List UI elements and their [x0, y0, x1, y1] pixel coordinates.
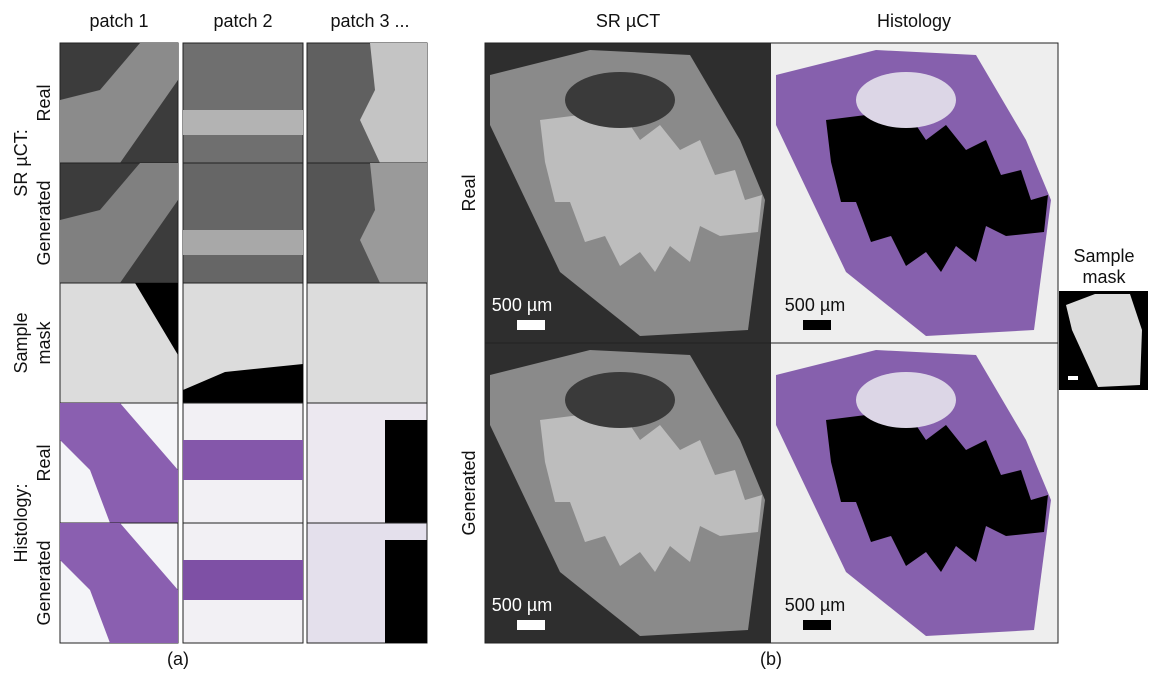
- scale-bar-label: 500 µm: [492, 595, 552, 615]
- caption: (b): [760, 649, 782, 669]
- column-header: patch 1: [89, 11, 148, 31]
- row-label: Real: [34, 444, 54, 481]
- scale-bar-label: 500 µm: [785, 595, 845, 615]
- row-label: mask: [34, 321, 54, 365]
- mask-title: Sample: [1073, 246, 1134, 266]
- row-group-label: SR µCT:: [11, 129, 31, 196]
- row-label: Generated: [34, 540, 54, 625]
- column-header: patch 2: [213, 11, 272, 31]
- row-label: Real: [459, 174, 479, 211]
- column-header: patch 3 ...: [330, 11, 409, 31]
- sample-mask: [1059, 291, 1148, 390]
- row-label: Generated: [459, 450, 479, 535]
- row-group-label: Histology:: [11, 483, 31, 562]
- scale-bar-label: 500 µm: [785, 295, 845, 315]
- patch-grid: [60, 43, 427, 643]
- row-label: Real: [34, 84, 54, 121]
- row-label: Sample: [11, 312, 31, 373]
- column-header: Histology: [877, 11, 951, 31]
- image-grid: [485, 43, 1058, 643]
- scale-bar-label: 500 µm: [492, 295, 552, 315]
- caption: (a): [167, 649, 189, 669]
- figure: patch 1 patch 2 patch 3 ... SR µCT: Real…: [0, 0, 1150, 674]
- mask-title: mask: [1082, 267, 1126, 287]
- row-label: Generated: [34, 180, 54, 265]
- column-header: SR µCT: [596, 11, 660, 31]
